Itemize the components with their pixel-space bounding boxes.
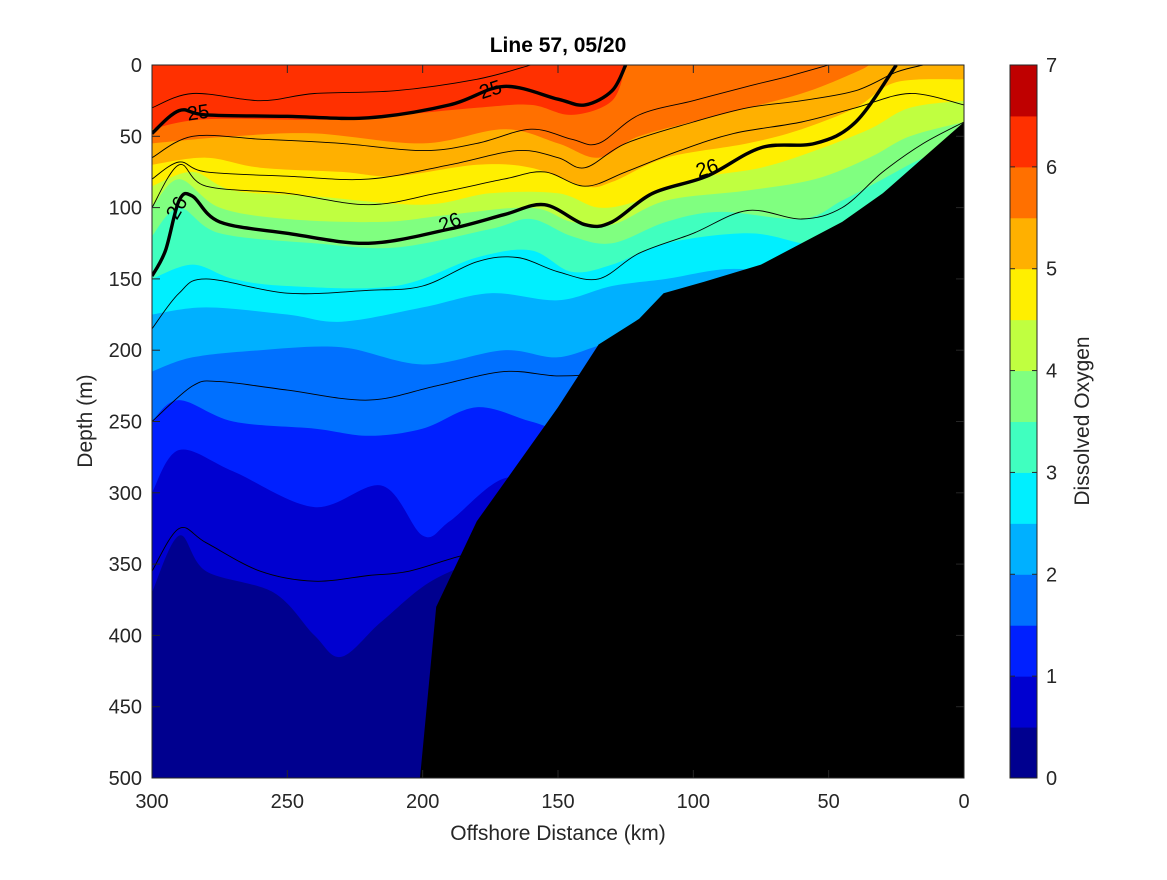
density-contour-thin-6 <box>152 121 964 330</box>
colorbar-swatch-6-6.5 <box>1010 115 1037 168</box>
colorbar-tick-label: 7 <box>1046 55 1057 77</box>
seafloor-topography <box>420 122 964 778</box>
x-axis: 300 250 200 150 100 50 0 <box>135 65 970 813</box>
y-tick-label: 400 <box>109 625 142 647</box>
oxygen-band-6.0-6.5 <box>152 65 626 130</box>
chart-title: Line 57, 05/20 <box>490 34 627 57</box>
colorbar-swatch-0-0.5 <box>1010 727 1037 779</box>
colorbar-swatch-5-5.5 <box>1010 217 1037 270</box>
density-contour-thin-2 <box>152 65 532 109</box>
y-tick-label: 500 <box>109 768 142 790</box>
colorbar-tick-label: 3 <box>1046 462 1057 484</box>
colorbar-swatch-4.5-5 <box>1010 268 1037 321</box>
colorbar-tick-label: 5 <box>1046 259 1057 281</box>
colorbar-swatch-6.5-7 <box>1010 65 1037 117</box>
density-contour-thin-3 <box>152 65 829 159</box>
y-tick-label: 150 <box>109 269 142 291</box>
colorbar-swatch-2.5-3 <box>1010 472 1037 524</box>
y-tick-label: 0 <box>131 55 142 77</box>
colorbar-swatch-4-4.5 <box>1010 319 1037 372</box>
x-tick-label: 250 <box>271 791 304 813</box>
x-tick-label: 300 <box>135 791 168 813</box>
y-tick-label: 50 <box>120 126 142 148</box>
contour-label-25-1: 25 <box>186 101 211 126</box>
x-axis-label: Offshore Distance (km) <box>450 822 666 845</box>
x-tick-label: 0 <box>958 791 969 813</box>
contour-label-text: 25 <box>186 101 211 126</box>
colorbar-swatch-3.5-4 <box>1010 370 1037 422</box>
y-axis: 0 50 100 150 200 250 300 350 400 450 500 <box>109 55 964 790</box>
colorbar-tick-label: 6 <box>1046 157 1057 179</box>
colorbar-tick-label: 2 <box>1046 564 1057 586</box>
y-tick-label: 450 <box>109 697 142 719</box>
x-tick-label: 200 <box>406 791 439 813</box>
x-tick-label: 150 <box>541 791 574 813</box>
y-tick-label: 100 <box>109 198 142 220</box>
x-tick-label: 100 <box>677 791 710 813</box>
colorbar-swatch-2-2.5 <box>1010 523 1037 575</box>
colorbar-tick-label: 1 <box>1046 666 1057 688</box>
oxygen-patch-low-1 <box>152 747 198 778</box>
colorbar-swatch-1.5-2 <box>1010 574 1037 626</box>
colorbar: 0 1 2 3 4 5 6 7 <box>1009 55 1057 790</box>
y-tick-label: 300 <box>109 483 142 505</box>
y-tick-label: 200 <box>109 340 142 362</box>
colorbar-swatch-3-3.5 <box>1010 421 1037 473</box>
y-tick-label: 350 <box>109 554 142 576</box>
x-tick-label: 50 <box>818 791 840 813</box>
colorbar-swatch-1-1.5 <box>1010 625 1037 677</box>
colorbar-tick-label: 4 <box>1046 361 1057 383</box>
density-contour-thin-4 <box>152 65 924 181</box>
density-contour-26 <box>152 65 898 277</box>
density-contour-thin-5 <box>152 93 964 208</box>
colorbar-label: Dissolved Oxygen <box>1071 336 1094 505</box>
colorbar-tick-label: 0 <box>1046 768 1057 790</box>
density-contour-25 <box>152 65 628 135</box>
colorbar-swatch-0.5-1 <box>1010 676 1037 728</box>
y-tick-label: 250 <box>109 412 142 434</box>
y-axis-label: Depth (m) <box>74 374 97 467</box>
colorbar-frame <box>1009 64 1038 779</box>
colorbar-swatch-5.5-6 <box>1010 166 1037 219</box>
